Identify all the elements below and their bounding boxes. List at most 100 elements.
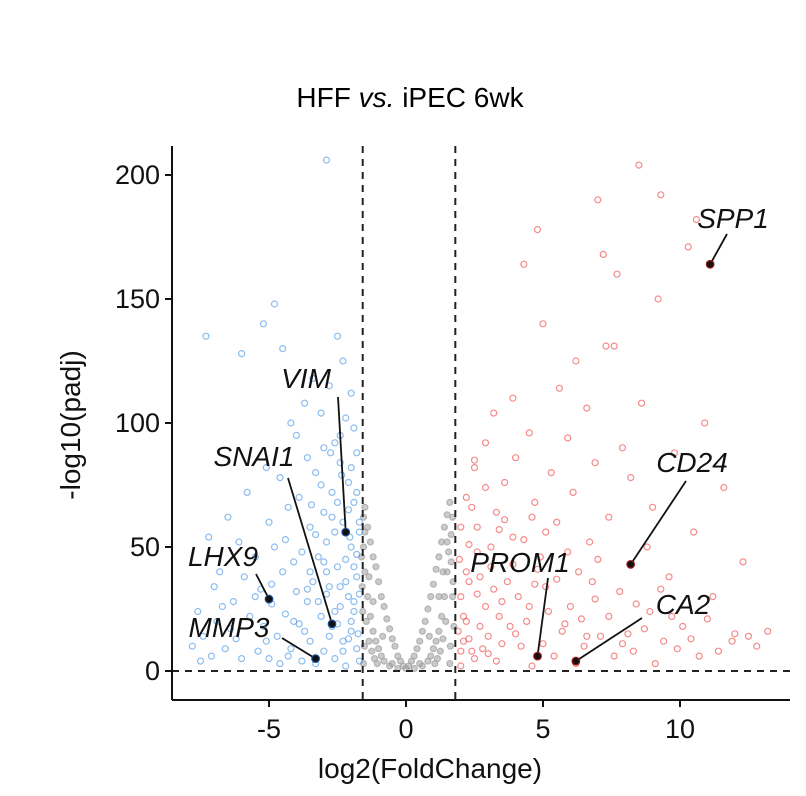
gene-leader-line [709, 233, 728, 265]
data-point-up [501, 478, 509, 487]
data-point-down [303, 454, 311, 462]
data-point-ns [391, 642, 399, 650]
data-point-down [268, 580, 276, 588]
data-point-up [632, 600, 640, 608]
data-point-up [690, 528, 698, 536]
data-point-ns [438, 612, 446, 621]
data-point-down [353, 550, 361, 559]
data-point-up [476, 622, 484, 631]
data-point-up [528, 662, 536, 670]
data-point-down [292, 431, 300, 439]
gene-leader-line [337, 396, 347, 533]
data-point-up [668, 612, 676, 621]
data-point-ns [424, 657, 432, 665]
data-point-up [481, 483, 490, 492]
data-point-up [498, 640, 506, 648]
data-point-ns [440, 523, 448, 531]
data-point-down [213, 617, 221, 626]
data-point-ns [373, 659, 381, 668]
data-point-down [346, 533, 354, 541]
data-point-down [355, 528, 363, 536]
data-point-down [314, 553, 322, 561]
data-point-ns [366, 612, 374, 621]
highlighted-point [571, 656, 581, 666]
data-point-down [290, 617, 298, 626]
data-point-down [281, 610, 289, 618]
data-point-down [322, 156, 331, 164]
data-point-down [322, 568, 331, 576]
data-point-up [506, 622, 514, 631]
data-point-down [276, 659, 284, 668]
data-point-up [509, 560, 517, 569]
gene-label: CD24 [656, 447, 728, 478]
data-point-up [635, 161, 643, 169]
data-point-up [670, 449, 679, 457]
data-point-down [284, 503, 292, 511]
data-point-up [553, 518, 561, 526]
data-point-up [703, 615, 712, 623]
data-point-up [564, 548, 572, 556]
data-point-up [739, 558, 747, 566]
highlighted-point [311, 654, 320, 663]
y-axis-label: -log10(padj) [55, 350, 86, 499]
data-point-up [709, 592, 717, 601]
data-point-up [657, 191, 665, 199]
data-point-down [295, 493, 303, 501]
data-point-ns [439, 568, 447, 576]
gene-label: SPP1 [697, 203, 769, 234]
data-point-down [331, 439, 339, 447]
data-point-down [259, 622, 268, 631]
data-point-ns [413, 645, 421, 653]
data-point-down [339, 357, 347, 365]
data-point-down [254, 647, 262, 655]
data-point-up [610, 342, 618, 350]
x-tick-label: -5 [257, 714, 281, 744]
data-point-down [205, 533, 213, 541]
data-point-ns [446, 642, 454, 650]
data-point-down [188, 642, 196, 650]
data-point-ns [435, 627, 443, 635]
data-point-up [531, 498, 539, 506]
data-point-up [473, 523, 481, 531]
chart-title: HFF vs. iPEC 6wk [296, 82, 524, 113]
data-point-down [243, 488, 251, 496]
data-point-up [509, 533, 517, 541]
gene-leader-line [575, 617, 643, 662]
data-point-up [457, 592, 465, 601]
data-point-down [333, 563, 342, 571]
gene-leader-line [629, 480, 687, 565]
data-point-ns [431, 659, 439, 668]
data-point-up [470, 464, 479, 472]
data-point-up [544, 607, 553, 616]
data-point-down [339, 647, 347, 655]
data-point-ns [416, 637, 424, 645]
data-point-down [279, 345, 287, 353]
data-point-up [555, 384, 564, 392]
data-point-up [520, 535, 528, 544]
data-point-ns [377, 592, 385, 601]
data-point-up [511, 454, 520, 462]
data-point-up [547, 469, 555, 477]
data-point-down [251, 592, 259, 601]
x-axis-label: log2(FoldChange) [318, 753, 542, 784]
data-point-down [287, 419, 295, 427]
data-point-ns [435, 592, 443, 601]
data-point-up [533, 226, 542, 234]
data-point-up [539, 320, 547, 328]
data-point-down [232, 635, 240, 643]
data-point-down [325, 632, 333, 640]
data-point-down [342, 662, 350, 670]
data-point-up [457, 647, 465, 655]
data-point-ns [362, 617, 370, 626]
data-point-ns [418, 627, 426, 635]
data-point-up [550, 652, 558, 660]
data-point-down [265, 518, 273, 526]
data-point-up [462, 493, 470, 501]
data-point-down [350, 563, 358, 571]
data-point-ns [359, 607, 367, 616]
data-point-down [306, 637, 314, 645]
data-point-ns [369, 553, 377, 561]
data-point-down [328, 488, 336, 496]
data-point-up [583, 632, 591, 640]
data-point-down [298, 657, 306, 665]
